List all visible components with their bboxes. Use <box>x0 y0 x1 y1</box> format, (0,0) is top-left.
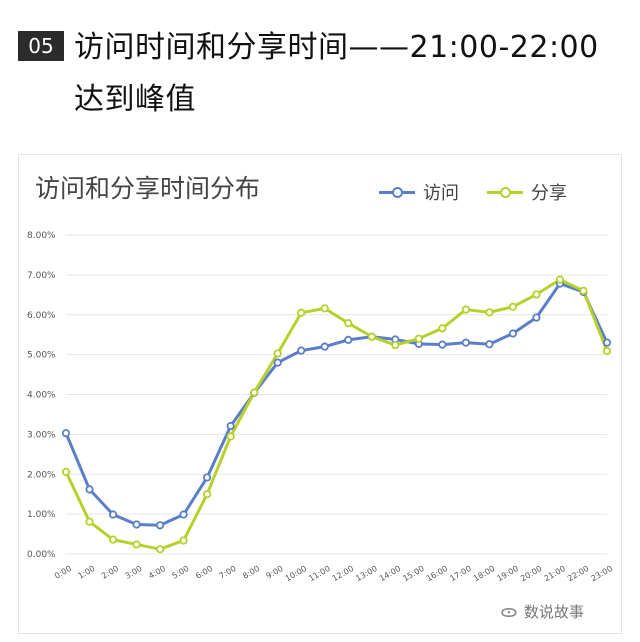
series-line-share <box>64 278 609 551</box>
data-point-share <box>250 388 259 397</box>
data-point-visit <box>508 329 518 338</box>
x-tick-label: 9:00 <box>265 564 285 581</box>
x-tick-label: 4:00 <box>147 564 167 581</box>
y-tick-label: 2.00% <box>27 470 56 480</box>
x-tick-label: 21:00 <box>542 564 566 583</box>
data-point-share <box>602 346 612 356</box>
legend-swatch-share <box>487 187 523 198</box>
legend-item-visit[interactable]: 访问 <box>379 179 459 205</box>
data-point-visit <box>61 429 71 438</box>
x-tick-label: 14:00 <box>378 564 402 583</box>
y-tick-label: 4.00% <box>27 391 56 401</box>
x-tick-label: 1:00 <box>76 564 96 581</box>
data-point-share <box>485 308 494 317</box>
y-tick-label: 7.00% <box>27 271 56 281</box>
x-tick-label: 7:00 <box>218 564 238 581</box>
data-point-visit <box>602 338 612 347</box>
data-point-visit <box>438 340 447 349</box>
x-tick-label: 5:00 <box>171 564 191 581</box>
data-point-share <box>391 340 400 350</box>
chart-card: 访问和分享时间分布 访问 分享 0.00% 1.00% 2.00% 3.00% 4.00… <box>18 154 622 634</box>
x-tick-label: 0:00 <box>53 564 73 581</box>
watermark: ᯣ 数说故事 <box>500 599 584 623</box>
chart-legend: 访问 分享 <box>379 179 567 205</box>
data-point-share <box>132 540 141 549</box>
x-tick-label: 16:00 <box>425 564 449 583</box>
legend-label-visit: 访问 <box>423 183 459 204</box>
data-point-share <box>438 324 447 333</box>
x-tick-label: 15:00 <box>401 564 425 583</box>
data-point-visit <box>320 342 329 351</box>
line-chart: 0.00% 1.00% 2.00% 3.00% 4.00% 5.00% 6.00% 7.00%… <box>27 231 614 583</box>
x-tick-label: 3:00 <box>124 564 144 581</box>
legend-label-share: 分享 <box>531 183 567 204</box>
x-tick-label: 2:00 <box>100 564 120 581</box>
y-tick-label: 5.00% <box>27 351 56 361</box>
x-tick-label: 18:00 <box>472 564 496 583</box>
x-tick-label: 13:00 <box>354 564 378 583</box>
series-line-visit <box>64 282 609 527</box>
data-point-visit <box>179 510 188 519</box>
x-tick-label: 8:00 <box>241 564 261 581</box>
data-point-share <box>179 536 188 545</box>
data-point-share <box>579 286 588 295</box>
data-point-visit <box>108 510 118 519</box>
header: 05 访问时间和分享时间——21:00-22:00达到峰值 <box>18 22 628 126</box>
data-point-visit <box>297 346 306 355</box>
section-number-badge: 05 <box>18 31 64 61</box>
data-point-share <box>344 319 353 328</box>
x-tick-label: 6:00 <box>194 564 214 581</box>
data-point-visit <box>344 335 353 344</box>
x-tick-label: 23:00 <box>590 564 614 583</box>
data-point-share <box>320 304 329 313</box>
x-tick-label: 17:00 <box>448 564 472 583</box>
data-point-share <box>367 332 376 341</box>
data-point-share <box>508 302 518 311</box>
data-point-share <box>108 535 118 544</box>
data-point-share <box>461 305 470 314</box>
data-point-share <box>61 467 71 476</box>
data-point-share <box>555 275 565 284</box>
legend-item-share[interactable]: 分享 <box>487 179 567 205</box>
data-point-visit <box>485 340 494 349</box>
y-tick-label: 6.00% <box>27 311 56 321</box>
data-point-visit <box>155 521 165 530</box>
data-point-share <box>414 334 423 343</box>
data-point-visit <box>203 473 212 482</box>
data-point-visit <box>85 485 94 494</box>
data-point-share <box>155 545 165 554</box>
data-point-visit <box>132 520 141 529</box>
wechat-icon: ᯣ <box>500 601 518 622</box>
y-tick-label: 0.00% <box>27 550 56 560</box>
data-point-visit <box>273 358 282 367</box>
chart-title: 访问和分享时间分布 <box>35 174 261 203</box>
watermark-text: 数说故事 <box>523 602 584 621</box>
data-point-share <box>85 517 94 526</box>
x-tick-label: 11:00 <box>307 564 331 583</box>
page-headline: 访问时间和分享时间——21:00-22:00达到峰值 <box>74 30 599 117</box>
data-point-visit <box>461 338 470 347</box>
x-tick-label: 20:00 <box>519 564 543 583</box>
y-tick-label: 8.00% <box>27 231 56 241</box>
data-point-share <box>273 349 282 358</box>
data-point-visit <box>226 421 235 431</box>
x-tick-label: 19:00 <box>495 564 519 583</box>
data-point-share <box>532 290 541 299</box>
legend-swatch-visit <box>379 187 415 198</box>
y-tick-label: 1.00% <box>27 510 56 520</box>
data-point-visit <box>532 313 541 322</box>
data-point-share <box>226 432 235 441</box>
x-tick-label: 22:00 <box>566 564 590 583</box>
y-tick-label: 3.00% <box>27 430 56 440</box>
data-point-share <box>297 308 306 317</box>
data-point-share <box>203 490 212 499</box>
x-tick-label: 10:00 <box>284 564 308 583</box>
x-tick-label: 12:00 <box>331 564 355 583</box>
